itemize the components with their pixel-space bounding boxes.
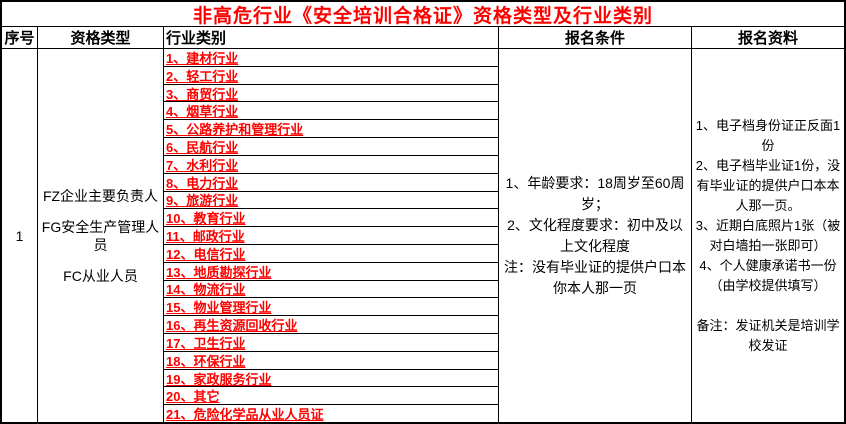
- industry-item: 16、再生资源回收行业: [164, 316, 498, 334]
- table-body-row: 1 FZ企业主要负责人 FG安全生产管理人员 FC从业人员 1、建材行业 2、轻工行业…: [2, 49, 844, 422]
- industry-item: 18、环保行业: [164, 352, 498, 370]
- industry-item: 3、商贸行业: [164, 85, 498, 103]
- material-line: 3、近期白底照片1张（被对白墙拍一张即可）: [695, 217, 841, 253]
- condition-line: 2、文化程度要求：初中及以上文化程度: [507, 216, 683, 254]
- table-header-row: 序号 资格类型 行业类别 报名条件 报名资料: [2, 27, 844, 49]
- industry-item: 21、危险化学品从业人员证: [166, 407, 324, 423]
- material-line: 2、电子档毕业证1份，没有毕业证的提供户口本本人那一页。: [695, 157, 841, 213]
- col-header-materials: 报名资料: [737, 30, 798, 47]
- industry-item: 11、邮政行业: [164, 227, 498, 245]
- industry-item: 20、其它: [164, 387, 498, 406]
- col-header-seq: 序号: [2, 27, 38, 48]
- table-title-row: 非高危行业《安全培训合格证》资格类型及行业类别: [2, 2, 844, 27]
- industry-list: 1、建材行业 2、轻工行业 3、商贸行业 4、烟草行业 5、公路养护和管理行业 6、民航行…: [164, 49, 499, 422]
- industry-item: 7、水利行业: [164, 156, 498, 174]
- industry-item: 9、旅游行业: [164, 192, 498, 210]
- table-title: 非高危行业《安全培训合格证》资格类型及行业类别: [192, 5, 653, 27]
- industry-item: 14、物流行业: [164, 281, 498, 299]
- industry-item: 6、民航行业: [164, 138, 498, 156]
- industry-item: 13、地质勘探行业: [164, 263, 498, 281]
- industry-item: 17、卫生行业: [164, 334, 498, 352]
- qualification-cell: FZ企业主要负责人 FG安全生产管理人员 FC从业人员: [38, 49, 164, 422]
- industry-item: 10、教育行业: [164, 209, 498, 228]
- industry-item: 12、电信行业: [164, 245, 498, 263]
- col-header-qualification: 资格类型: [38, 27, 164, 48]
- qualification-item: FZ企业主要负责人: [42, 187, 159, 204]
- industry-item: 2、轻工行业: [164, 67, 498, 85]
- qualification-item: FC从业人员: [63, 267, 138, 284]
- material-line: 4、个人健康承诺书一份（由学校提供填写）: [699, 257, 837, 293]
- industry-item: 15、物业管理行业: [164, 298, 498, 317]
- col-header-conditions: 报名条件: [499, 27, 692, 48]
- condition-line: 注：没有毕业证的提供户口本你本人那一页: [504, 258, 686, 296]
- industry-item: 4、烟草行业: [164, 102, 498, 121]
- materials-cell: 1、电子档身份证正反面1份 2、电子档毕业证1份，没有毕业证的提供户口本本人那一页…: [692, 49, 844, 422]
- industry-item: 19、家政服务行业: [164, 370, 498, 388]
- qualification-item: FG安全生产管理人员: [41, 218, 160, 253]
- col-header-industry: 行业类别: [164, 27, 499, 48]
- conditions-cell: 1、年龄要求：18周岁至60周岁； 2、文化程度要求：初中及以上文化程度 注：没有毕…: [499, 49, 692, 422]
- material-line: [695, 296, 841, 316]
- material-line: 备注：发证机关是培训学校发证: [696, 317, 840, 353]
- condition-line: 1、年龄要求：18周岁至60周岁；: [505, 174, 685, 212]
- material-line: 1、电子档身份证正反面1份: [695, 117, 841, 153]
- industry-item: 8、电力行业: [164, 174, 498, 192]
- industry-item: 5、公路养护和管理行业: [164, 120, 498, 139]
- industry-item: 1、建材行业: [164, 49, 498, 67]
- seq-cell: 1: [2, 49, 38, 422]
